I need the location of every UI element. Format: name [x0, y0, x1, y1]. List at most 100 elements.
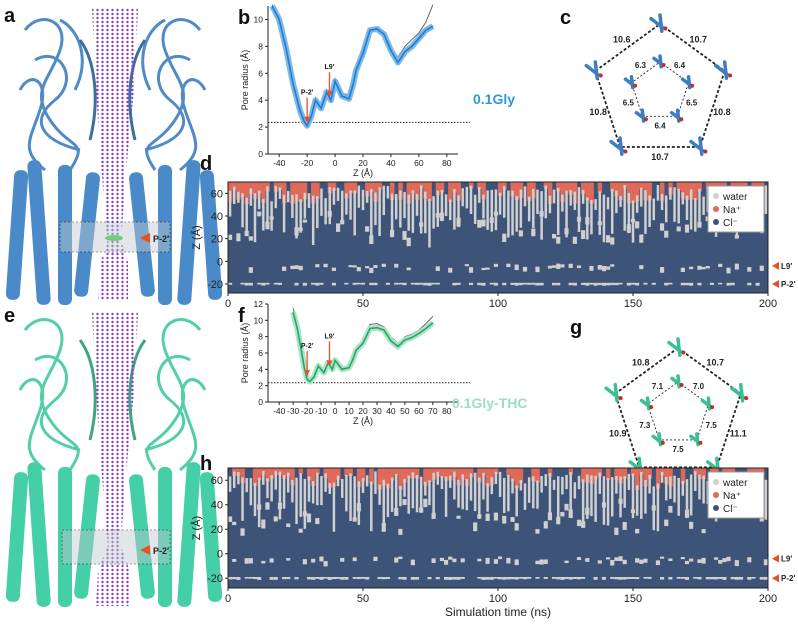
sodium-cell — [614, 468, 619, 481]
water-band — [593, 576, 598, 580]
water-band — [265, 282, 270, 285]
annotation-arrowhead — [304, 116, 311, 123]
pore-radius-chart-b: 0 2 4 6 8 10 -40 -20 0 20 40 60 80 Z (Å) Pore radius (… — [240, 4, 515, 178]
water-band — [680, 267, 685, 272]
water-streak — [457, 195, 460, 228]
water-band — [726, 556, 731, 562]
marker-arrow — [772, 279, 779, 288]
water-blob — [564, 503, 569, 511]
water-streak — [291, 479, 294, 503]
water-streak — [644, 190, 647, 234]
water-streak — [565, 190, 568, 238]
water-streak — [353, 476, 356, 518]
outer-distance-label: 10.8 — [713, 107, 731, 117]
water-streak — [295, 477, 298, 525]
water-streak — [623, 185, 626, 231]
sodium-cell — [701, 468, 706, 480]
sodium-cell — [444, 468, 449, 481]
water-band — [726, 282, 731, 286]
water-streak — [548, 473, 552, 514]
water-band — [402, 576, 407, 580]
water-band — [614, 557, 619, 561]
marker-arrow — [772, 261, 779, 270]
water-streak — [270, 475, 273, 502]
water-blob — [381, 522, 386, 532]
water-blob — [257, 504, 262, 510]
sodium-cell — [722, 182, 727, 189]
water-streak — [627, 473, 631, 490]
legend: water Na⁺ Cl⁻ — [707, 471, 765, 519]
water-streak — [353, 190, 356, 236]
inner-distance-label: 6.4 — [654, 121, 666, 130]
annotation-label: P-2′ — [301, 343, 314, 350]
water-streak — [482, 472, 485, 500]
water-streak — [610, 188, 614, 234]
water-band — [614, 576, 619, 580]
water-band — [369, 267, 374, 274]
water-blob — [539, 211, 544, 217]
water-band — [622, 576, 627, 580]
water-band — [444, 559, 449, 565]
panel-label-f: f — [238, 305, 245, 327]
water-band — [460, 558, 465, 563]
water-band — [581, 282, 586, 286]
x-tick-label: 50 — [400, 406, 410, 416]
water-blob — [269, 216, 274, 220]
oxygen-atom — [710, 405, 715, 410]
water-band — [568, 576, 573, 580]
outer-residue — [609, 136, 628, 156]
residue-stick — [706, 396, 712, 411]
water-band — [539, 282, 544, 286]
water-band — [498, 556, 503, 560]
inner-distance-label: 6.4 — [674, 61, 686, 70]
water-blob — [406, 237, 411, 247]
water-band — [394, 557, 399, 563]
marker-label: L9′ — [781, 262, 792, 271]
water-band — [232, 576, 237, 580]
water-band — [252, 576, 258, 580]
water-blob — [419, 222, 424, 227]
water-band — [643, 576, 648, 579]
water-band — [593, 282, 598, 286]
sodium-cell — [705, 182, 711, 189]
structure-e-label: P-2′ — [153, 546, 169, 556]
water-streak — [473, 194, 477, 224]
oxygen-atom — [703, 149, 708, 154]
water-band — [410, 576, 415, 580]
water-streak — [469, 185, 473, 215]
water-streak — [232, 186, 236, 205]
x-tick-label: 0 — [333, 158, 338, 168]
water-blob — [651, 505, 656, 511]
water-band — [460, 576, 465, 579]
x-tick-label: 40 — [386, 406, 396, 416]
sodium-cell — [257, 468, 262, 481]
water-band — [277, 282, 282, 285]
water-streak — [573, 482, 577, 499]
water-band — [697, 559, 702, 563]
water-streak — [299, 473, 302, 517]
water-band — [635, 558, 640, 563]
water-streak — [291, 194, 294, 218]
water-band — [568, 282, 573, 286]
water-streak — [278, 187, 282, 199]
water-band — [606, 266, 611, 270]
water-band — [606, 282, 611, 286]
water-band — [381, 263, 386, 267]
sodium-cell — [568, 182, 574, 195]
water-band — [286, 576, 291, 580]
water-band — [581, 576, 586, 579]
sodium-cell — [435, 182, 441, 196]
sodium-cell — [655, 468, 661, 489]
water-band — [414, 576, 420, 580]
legend-label: water — [722, 478, 748, 489]
water-band — [373, 265, 378, 268]
y-tick-label: 60 — [211, 475, 223, 487]
water-band — [244, 576, 249, 579]
water-band — [381, 576, 386, 580]
water-band — [560, 576, 565, 580]
water-blob — [531, 228, 536, 237]
sodium-cell — [290, 468, 295, 486]
oxygen-atom — [618, 396, 623, 401]
water-blob — [660, 223, 665, 231]
water-streak — [270, 201, 273, 231]
